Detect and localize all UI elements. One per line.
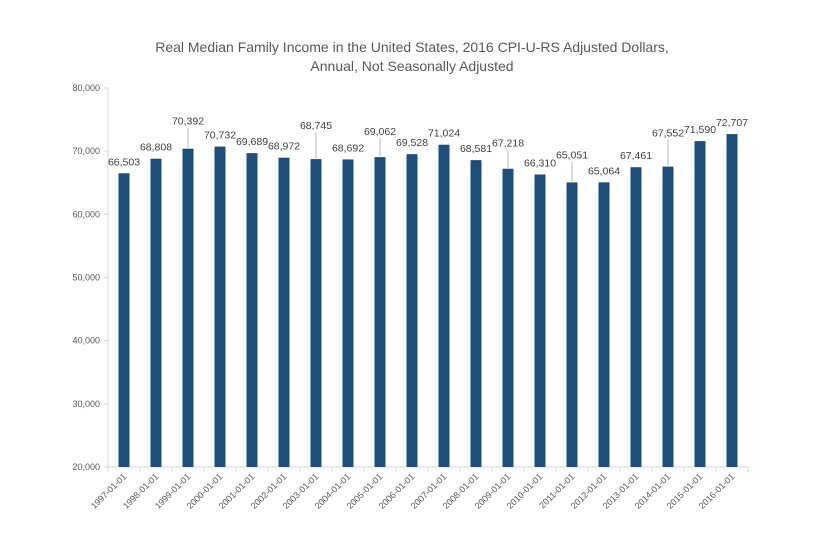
data-label: 72,707	[716, 117, 748, 129]
bar	[534, 174, 546, 468]
bar	[278, 157, 290, 467]
bar	[502, 168, 514, 468]
y-tick-label: 80,000	[72, 83, 100, 93]
data-label: 68,745	[300, 120, 332, 132]
bar	[182, 148, 194, 467]
data-label: 68,808	[140, 142, 172, 154]
data-label: 69,062	[364, 126, 396, 138]
bar	[694, 141, 706, 467]
data-label: 67,461	[620, 150, 652, 162]
chart-title-line-2: Annual, Not Seasonally Adjusted	[310, 58, 513, 74]
data-label: 65,064	[588, 165, 620, 177]
data-label: 65,051	[556, 149, 588, 161]
data-label: 68,581	[460, 143, 492, 155]
bar	[566, 182, 578, 467]
y-tick-label: 40,000	[72, 336, 100, 346]
chart-title-line-1: Real Median Family Income in the United …	[155, 39, 669, 55]
data-label: 66,310	[524, 157, 556, 169]
bar	[406, 154, 418, 467]
bar	[310, 159, 322, 467]
chart-title: Real Median Family Income in the United …	[155, 39, 669, 74]
data-label: 70,732	[204, 130, 236, 142]
data-label: 69,689	[236, 136, 268, 148]
y-tick-label: 60,000	[72, 209, 100, 219]
bar	[150, 158, 162, 467]
data-label: 68,972	[268, 141, 300, 153]
data-label: 68,692	[332, 142, 364, 154]
bar	[662, 166, 674, 467]
y-tick-label: 30,000	[72, 399, 100, 409]
bar	[438, 144, 450, 467]
bar	[726, 134, 738, 467]
bar	[598, 182, 610, 467]
bar	[118, 173, 130, 467]
bar-series	[118, 134, 738, 468]
bar	[246, 153, 258, 467]
y-tick-label: 50,000	[72, 273, 100, 283]
data-label: 71,024	[428, 128, 460, 140]
y-tick-label: 20,000	[72, 462, 100, 472]
data-label: 67,218	[492, 138, 524, 150]
data-label: 67,552	[652, 128, 684, 140]
bar	[470, 160, 482, 468]
data-label: 71,590	[684, 124, 716, 136]
bar	[630, 167, 642, 467]
bar	[214, 146, 226, 468]
y-tick-label: 70,000	[72, 146, 100, 156]
bar	[342, 159, 354, 467]
data-label: 69,528	[396, 137, 428, 149]
bar	[374, 157, 386, 467]
data-label: 66,503	[108, 156, 140, 168]
data-label: 70,392	[172, 116, 204, 128]
